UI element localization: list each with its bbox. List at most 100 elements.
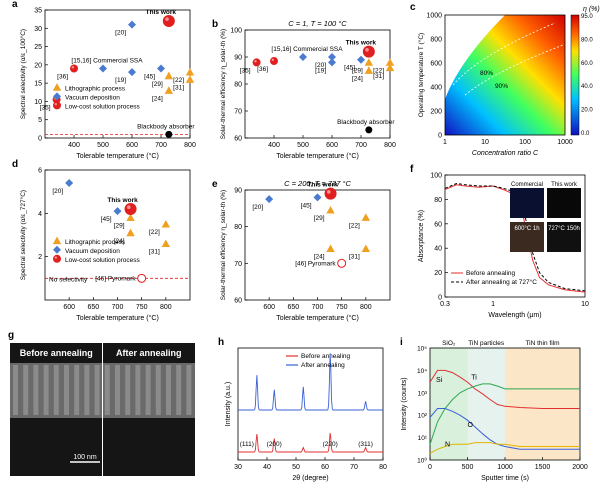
contour-line bbox=[464, 44, 564, 96]
point-label: [36] bbox=[57, 74, 68, 81]
x-tick-label: 500 bbox=[462, 464, 474, 471]
diamond-marker bbox=[113, 207, 122, 216]
y-tick-label: 35 bbox=[34, 8, 42, 15]
x-tick-label: 10 bbox=[581, 301, 589, 308]
open-circle-marker bbox=[337, 258, 347, 268]
marker-highlight bbox=[271, 58, 274, 62]
panel-label: g bbox=[8, 330, 14, 341]
point-label: [45] bbox=[101, 216, 112, 223]
xrd-trace bbox=[238, 353, 383, 411]
y-axis-label: Solar-thermal efficiency η_solar-th (%) bbox=[220, 190, 227, 300]
legend-entry: Lithographic process bbox=[65, 85, 126, 92]
y-axis-label: Spectral selectivity (α/ε_727°C) bbox=[19, 190, 27, 280]
triangle-marker bbox=[326, 244, 335, 253]
colorbar-tick: 20.0 bbox=[581, 108, 593, 114]
point-label: [22] bbox=[149, 229, 160, 236]
profile-line bbox=[429, 442, 580, 454]
legend-entry: After annealing at 727°C bbox=[466, 278, 537, 286]
y-tick-label: 30 bbox=[34, 26, 42, 33]
diamond-marker bbox=[65, 179, 74, 187]
y-tick-label: 40 bbox=[434, 246, 442, 253]
x-tick-label: 400 bbox=[68, 142, 80, 149]
y-tick-label: 20 bbox=[434, 270, 442, 277]
panel-title: C = 200, T = 727 °C bbox=[284, 179, 351, 188]
sem-column bbox=[43, 365, 49, 415]
sem-column bbox=[125, 365, 131, 415]
point-label: This work bbox=[307, 182, 338, 189]
y-axis-label: Absorptance (%) bbox=[418, 210, 425, 262]
y-tick-label: 90 bbox=[234, 55, 242, 62]
y-tick-label: 10³ bbox=[418, 390, 428, 397]
x-tick-label: 500 bbox=[297, 142, 309, 149]
point-label: [20] bbox=[52, 188, 63, 195]
series-label: Ti bbox=[471, 374, 477, 381]
y-tick-label: 70 bbox=[234, 109, 242, 116]
x-tick-label: 750 bbox=[336, 304, 348, 311]
sem-column bbox=[84, 365, 90, 415]
point-label: [29] bbox=[114, 223, 125, 230]
y-tick-label: 80 bbox=[234, 82, 242, 89]
y-tick-label: 80 bbox=[434, 197, 442, 204]
diamond-marker bbox=[357, 55, 365, 64]
diamond-marker bbox=[99, 64, 107, 73]
point-label: [46] Pyromark bbox=[95, 275, 136, 282]
point-label: [15,16] Commercial SSA bbox=[271, 46, 343, 53]
point-label: [20] bbox=[115, 30, 126, 37]
sem-column bbox=[166, 365, 171, 415]
x-tick-label: 0 bbox=[428, 464, 432, 471]
point-label: [31] bbox=[373, 73, 384, 80]
panel-e: 600 650 700 750 800 60 70 80 90 Tolerable tempera… bbox=[212, 179, 391, 322]
y-tick-label: 15 bbox=[34, 81, 42, 88]
point-label: [19] bbox=[315, 67, 326, 74]
y-tick-label: 60 bbox=[234, 298, 242, 305]
inset-photo-727 bbox=[547, 222, 581, 252]
point-label: [31] bbox=[173, 84, 184, 91]
colorbar-tick: 80.0 bbox=[581, 37, 593, 43]
y-tick-label: 80 bbox=[234, 224, 242, 231]
x-axis-label: Wavelength (μm) bbox=[488, 312, 541, 319]
series-line bbox=[444, 182, 586, 292]
x-tick-label: 2000 bbox=[572, 464, 588, 471]
colorbar-tick: 60.0 bbox=[581, 61, 593, 67]
point-label: [24] bbox=[314, 254, 325, 261]
panel-label: d bbox=[12, 159, 18, 170]
region-tin-film bbox=[505, 348, 580, 460]
circle-marker bbox=[162, 14, 175, 27]
panel-label: c bbox=[410, 2, 416, 13]
panel-label: b bbox=[212, 19, 218, 30]
panel-h: 30 40 50 60 70 80 2θ (degree) Intensity (a.u.) h… bbox=[218, 337, 387, 482]
y-tick-label: 20 bbox=[34, 62, 42, 69]
peak-label: (220) bbox=[323, 441, 338, 448]
x-axis-label: Sputter time (s) bbox=[481, 475, 529, 482]
triangle-marker bbox=[52, 83, 62, 91]
marker-highlight bbox=[54, 102, 57, 106]
triangle-marker bbox=[161, 219, 171, 228]
point-label: [29] bbox=[152, 81, 163, 88]
contour-label: 90% bbox=[495, 83, 508, 90]
y-tick-label: 6 bbox=[38, 168, 42, 175]
diamond-marker bbox=[313, 193, 322, 202]
legend-entry: Before annealing bbox=[301, 353, 351, 360]
x-tick-label: 600 bbox=[326, 142, 338, 149]
sem-column bbox=[104, 365, 110, 415]
circle-marker bbox=[324, 187, 337, 200]
colorbar-tick: 0.0 bbox=[581, 131, 590, 137]
axes-frame bbox=[237, 347, 384, 461]
axes-frame bbox=[444, 174, 586, 298]
x-tick-label: 1 bbox=[443, 139, 447, 146]
xrd-trace bbox=[238, 432, 383, 453]
triangle-marker bbox=[126, 213, 135, 222]
sem-column bbox=[115, 365, 120, 415]
panel-label: f bbox=[410, 164, 414, 175]
x-tick-label: 70 bbox=[350, 464, 358, 471]
x-tick-label: 10 bbox=[481, 139, 489, 146]
heatmap-white-region bbox=[445, 15, 505, 100]
y-axis-label: Operating temperature T (°C) bbox=[417, 33, 425, 117]
x-tick-label: 1500 bbox=[535, 464, 551, 471]
sem-column bbox=[23, 365, 29, 415]
triangle-marker bbox=[185, 67, 195, 76]
circle-marker bbox=[53, 101, 61, 110]
panel-label: i bbox=[400, 337, 403, 348]
x-tick-label: 700 bbox=[155, 142, 167, 149]
marker-highlight bbox=[254, 60, 257, 63]
